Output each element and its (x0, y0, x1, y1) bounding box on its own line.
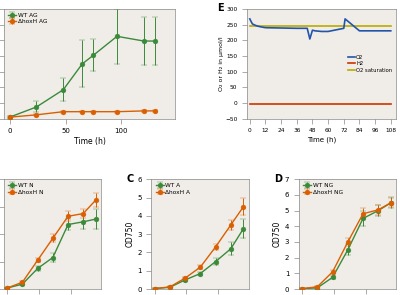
X-axis label: Time (h): Time (h) (74, 137, 106, 146)
O2 (255, 24, 260, 28)
O2 (319, 30, 324, 33)
Legend: O2, H2, O2 saturation: O2, H2, O2 saturation (347, 54, 393, 74)
O2 (247, 17, 252, 21)
O2 (263, 26, 268, 30)
O2 (249, 20, 254, 23)
Line: O2: O2 (250, 19, 391, 39)
O2 (326, 30, 330, 33)
O2 (252, 23, 257, 27)
O2 (294, 27, 299, 30)
Legend: WT NG, ΔhoxH NG: WT NG, ΔhoxH NG (302, 182, 344, 196)
O2 (388, 29, 393, 33)
O2 saturation (247, 24, 252, 28)
Y-axis label: OD750: OD750 (273, 221, 282, 247)
O2 saturation (263, 24, 268, 28)
O2 (250, 22, 255, 26)
O2 (373, 29, 378, 33)
O2 (313, 29, 318, 33)
O2 (308, 37, 312, 41)
Text: E: E (217, 3, 224, 13)
X-axis label: Time (h): Time (h) (307, 136, 336, 143)
O2 (357, 29, 362, 33)
Y-axis label: O₂ or H₂ in μmol/l: O₂ or H₂ in μmol/l (219, 37, 224, 91)
Y-axis label: OD750: OD750 (126, 221, 134, 247)
O2 (310, 28, 315, 32)
Text: C: C (126, 174, 134, 184)
Legend: WT A, ΔhoxH A: WT A, ΔhoxH A (154, 182, 192, 196)
Legend: WT AG, ΔhoxH AG: WT AG, ΔhoxH AG (7, 12, 49, 25)
Text: D: D (274, 174, 282, 184)
O2 (258, 25, 263, 29)
O2 (341, 27, 346, 30)
O2 saturation (388, 24, 393, 28)
Legend: WT N, ΔhoxH N: WT N, ΔhoxH N (7, 182, 45, 196)
O2 (305, 27, 310, 30)
O2 (343, 17, 348, 21)
